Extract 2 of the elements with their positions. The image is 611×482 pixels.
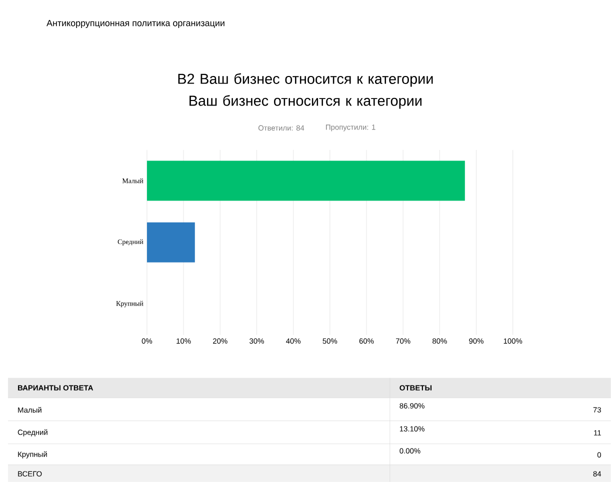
- text: Антикоррупционная политика организации: [46, 20, 224, 28]
- chart-title: B2 Ваш бизнес относится к категории Ваш бизнес относится к категории: [178, 73, 433, 109]
